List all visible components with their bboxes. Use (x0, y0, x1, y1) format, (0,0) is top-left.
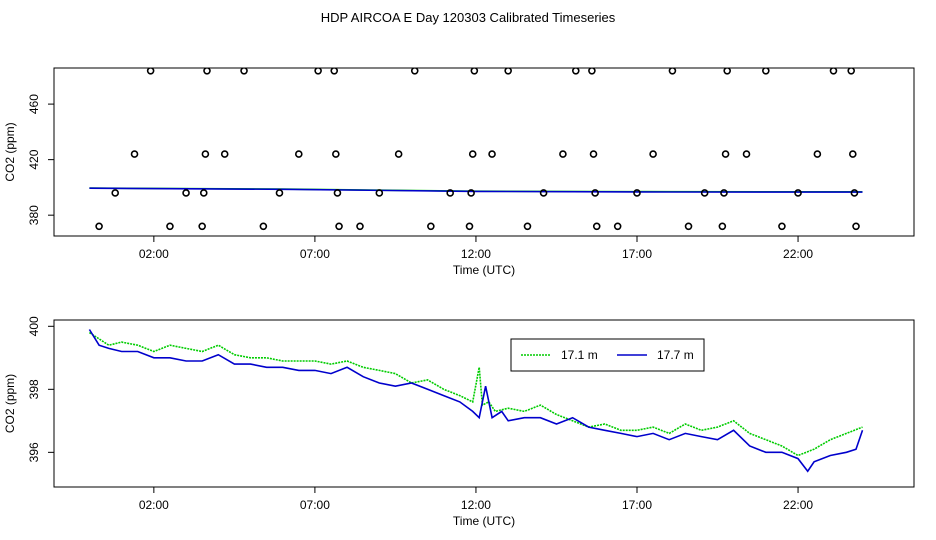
data-point (649, 150, 657, 158)
y-axis-label: CO2 (ppm) (3, 122, 17, 181)
data-point (488, 150, 496, 158)
data-point (633, 189, 641, 197)
data-point (847, 68, 855, 75)
co2-line-panel: 02:00 07:00 12:00 17:00 22:00 396 398 400 Time (… (3, 316, 915, 528)
data-point (201, 150, 210, 158)
data-point (410, 68, 419, 75)
x-tick-label: 17:00 (622, 498, 652, 512)
data-point (468, 150, 477, 158)
data-point (523, 222, 532, 231)
data-point (146, 68, 155, 75)
x-tick-label: 12:00 (461, 247, 491, 261)
series-line-17-7-m (88, 329, 864, 473)
data-point (721, 150, 730, 158)
series-line-17-7-m (89, 187, 863, 193)
x-tick-label: 22:00 (783, 247, 813, 261)
y-axis-label: CO2 (ppm) (3, 374, 17, 433)
x-tick-label: 02:00 (139, 498, 169, 512)
data-point (829, 68, 838, 75)
data-point (356, 222, 364, 231)
data-point (591, 189, 599, 197)
data-point (589, 150, 598, 158)
data-point (95, 222, 103, 231)
data-point (198, 222, 206, 231)
data-point (467, 189, 475, 197)
legend-label: 17.1 m (561, 348, 598, 362)
data-point (335, 222, 343, 231)
data-point (504, 68, 512, 75)
y-tick-label: 396 (27, 442, 41, 462)
x-tick-label: 07:00 (300, 498, 330, 512)
data-point (330, 68, 339, 75)
data-point (333, 189, 342, 197)
data-point (427, 222, 435, 231)
data-point (111, 189, 119, 197)
data-point (166, 222, 174, 231)
y-tick-label: 400 (27, 316, 41, 336)
x-tick-label: 17:00 (622, 247, 652, 261)
data-point (446, 189, 454, 197)
data-point (718, 222, 727, 231)
x-axis-label: Time (UTC) (453, 514, 515, 528)
plot-area (88, 329, 864, 473)
data-point (240, 68, 248, 75)
data-point (470, 68, 479, 75)
data-point (203, 68, 211, 75)
data-point (130, 150, 139, 158)
data-point (592, 222, 601, 231)
x-tick-label: 02:00 (139, 247, 169, 261)
data-point (182, 189, 190, 197)
y-tick-label: 380 (27, 205, 41, 225)
data-point (850, 189, 859, 197)
data-point (199, 189, 208, 197)
data-point (852, 222, 860, 231)
plot-area (89, 68, 863, 231)
data-point (849, 150, 857, 158)
x-tick-label: 12:00 (461, 498, 491, 512)
data-point (571, 68, 580, 75)
data-point (794, 189, 802, 197)
data-point (742, 150, 751, 158)
chart-title: HDP AIRCOA E Day 120303 Calibrated Times… (321, 10, 616, 25)
data-point (700, 189, 709, 197)
data-point (684, 222, 693, 231)
plot-frame (53, 319, 915, 488)
legend-label: 17.7 m (657, 348, 694, 362)
data-point (275, 189, 284, 197)
legend: 17.1 m 17.7 m (510, 338, 705, 372)
x-tick-label: 07:00 (300, 247, 330, 261)
data-point (588, 68, 596, 75)
data-point (778, 222, 786, 231)
data-point (332, 150, 340, 158)
data-point (720, 189, 728, 197)
data-point (259, 222, 268, 231)
x-tick-label: 22:00 (783, 498, 813, 512)
data-point (613, 222, 622, 231)
data-point (559, 150, 567, 158)
data-point (394, 150, 403, 158)
x-axis-label: Time (UTC) (453, 263, 515, 277)
plot-frame (53, 67, 915, 237)
data-point (294, 150, 303, 158)
data-point (813, 150, 822, 158)
data-point (762, 68, 770, 75)
data-point (314, 68, 322, 75)
y-tick-label: 420 (27, 149, 41, 169)
data-point (668, 68, 677, 75)
y-tick-label: 398 (27, 379, 41, 399)
data-point (465, 222, 474, 231)
data-point (723, 68, 731, 75)
data-point (375, 189, 384, 197)
data-point (539, 189, 548, 197)
y-tick-label: 460 (27, 94, 41, 114)
co2-scatter-panel: 02:00 07:00 12:00 17:00 22:00 380 420 460 Time (… (3, 67, 915, 277)
data-point (220, 150, 229, 158)
series-line-17-1-m (88, 331, 863, 457)
